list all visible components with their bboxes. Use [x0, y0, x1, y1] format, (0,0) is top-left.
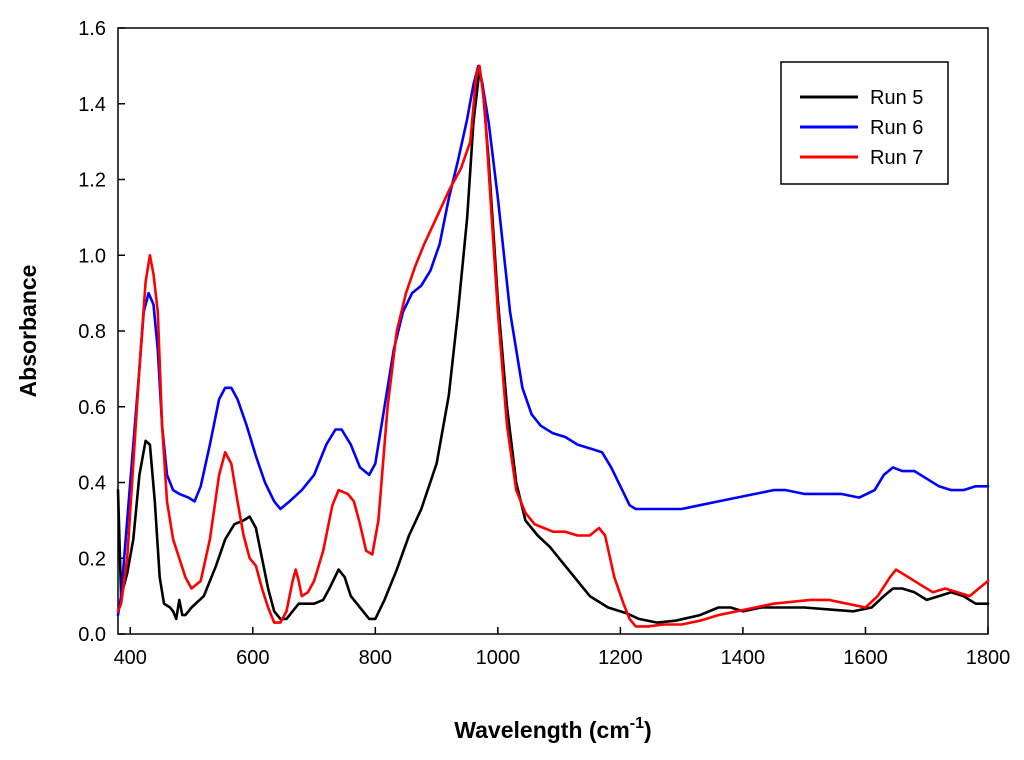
y-tick-label: 0.8 — [78, 321, 106, 343]
x-tick-label: 400 — [114, 647, 147, 669]
y-tick-label: 0.2 — [78, 548, 106, 570]
y-tick-label: 0.0 — [78, 624, 106, 646]
legend-box — [780, 61, 949, 185]
x-axis-title-close: ) — [644, 717, 652, 743]
series-line-run-6 — [116, 64, 990, 617]
x-axis-title-superscript: -1 — [630, 715, 644, 732]
y-tick-label: 0.4 — [78, 473, 106, 495]
y-tick-label: 1.0 — [78, 245, 106, 267]
series-group — [116, 64, 990, 628]
y-axis: 0.0 0.2 0.4 0.6 0.8 1.0 1.2 1.4 1.6 — [78, 18, 125, 646]
x-tick-label: 1600 — [843, 647, 888, 669]
legend-label: Run 7 — [870, 147, 923, 169]
y-tick-label: 1.2 — [78, 170, 106, 192]
series-line-run-7 — [116, 64, 990, 628]
x-tick-label: 600 — [236, 647, 269, 669]
x-tick-label: 1800 — [966, 647, 1011, 669]
y-axis-title: Absorbance — [15, 265, 41, 398]
legend-label: Run 6 — [870, 117, 923, 139]
y-tick-label: 0.6 — [78, 397, 106, 419]
legend: Run 5 Run 6 Run 7 — [780, 61, 949, 185]
x-tick-label: 1200 — [598, 647, 643, 669]
x-tick-label: 1000 — [476, 647, 521, 669]
x-axis-title-main: Wavelength (cm — [454, 717, 630, 743]
y-tick-label: 1.4 — [78, 94, 106, 116]
y-tick-label: 1.6 — [78, 18, 106, 40]
x-axis-title: Wavelength (cm-1) — [454, 715, 651, 743]
x-tick-label: 800 — [359, 647, 392, 669]
x-tick-label: 1400 — [721, 647, 766, 669]
legend-label: Run 5 — [870, 87, 923, 109]
series-line-run-5 — [116, 68, 990, 624]
x-axis: 400 600 800 1000 1200 1400 1600 1800 — [114, 627, 1011, 669]
